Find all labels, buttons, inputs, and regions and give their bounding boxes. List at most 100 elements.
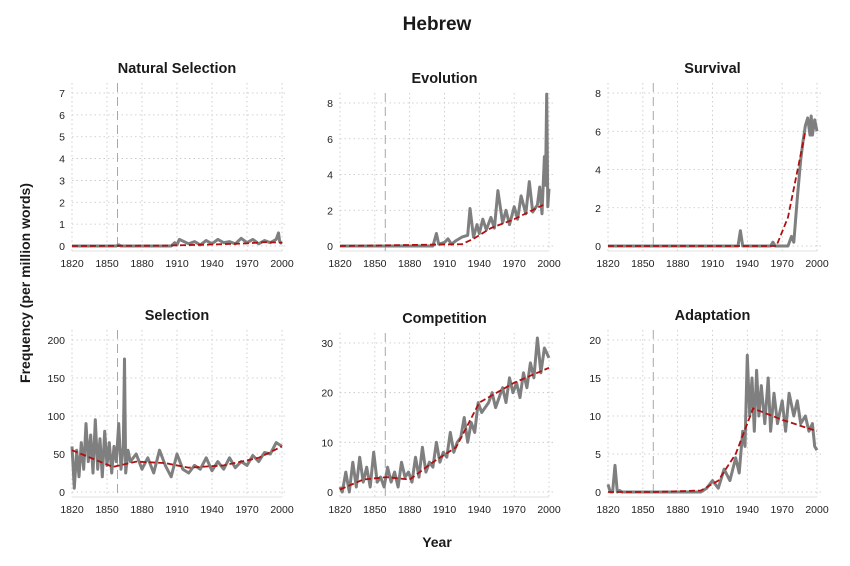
y-tick-label: 10 xyxy=(321,437,333,449)
y-tick-label: 6 xyxy=(59,110,65,122)
y-tick-label: 0 xyxy=(59,487,65,499)
x-tick-label: 1970 xyxy=(235,258,259,270)
y-tick-label: 30 xyxy=(321,338,333,350)
trend-line xyxy=(339,366,550,491)
x-tick-label: 1940 xyxy=(468,258,492,270)
x-tick-label: 1970 xyxy=(770,258,794,270)
x-tick-label: 1820 xyxy=(328,504,352,516)
y-tick-label: 50 xyxy=(53,449,65,461)
y-tick-label: 20 xyxy=(589,335,601,347)
y-tick-label: 20 xyxy=(321,388,333,400)
y-tick-label: 3 xyxy=(59,175,65,187)
y-tick-label: 0 xyxy=(327,487,333,499)
y-tick-label: 200 xyxy=(47,335,65,347)
x-axis-label: Year xyxy=(422,534,452,550)
x-tick-label: 1820 xyxy=(60,504,84,516)
y-tick-label: 0 xyxy=(595,241,601,253)
y-tick-label: 0 xyxy=(59,241,65,253)
frequency-line xyxy=(340,92,551,248)
y-tick-label: 15 xyxy=(589,373,601,385)
y-tick-label: 100 xyxy=(47,411,65,423)
y-tick-label: 8 xyxy=(595,88,601,100)
y-tick-label: 7 xyxy=(59,88,65,100)
trend-line xyxy=(71,241,283,247)
panel-title: Survival xyxy=(684,61,740,77)
x-tick-label: 1910 xyxy=(165,258,189,270)
chart-panel: Adaptation 1820 1850 1880 1910 1940 1970 2000 0 5… xyxy=(589,308,829,516)
x-tick-label: 1940 xyxy=(468,504,492,516)
chart-panel: Selection 1820 1850 1880 1910 1940 1970 2000 0 50… xyxy=(47,308,293,516)
x-tick-label: 1880 xyxy=(666,258,690,270)
frequency-line xyxy=(72,231,284,248)
y-tick-label: 5 xyxy=(595,449,601,461)
panel-title: Evolution xyxy=(411,71,477,87)
trend-line xyxy=(608,407,818,493)
x-tick-label: 2000 xyxy=(805,258,829,270)
y-tick-label: 6 xyxy=(327,134,333,146)
frequency-line xyxy=(338,336,551,494)
x-tick-label: 1850 xyxy=(363,258,387,270)
panel-title: Selection xyxy=(145,308,209,324)
x-tick-label: 1970 xyxy=(770,504,794,516)
x-tick-label: 1880 xyxy=(666,504,690,516)
y-tick-label: 10 xyxy=(589,411,601,423)
x-tick-label: 1940 xyxy=(736,258,760,270)
panel-title: Adaptation xyxy=(675,308,751,324)
y-tick-label: 2 xyxy=(327,205,333,217)
x-tick-label: 2000 xyxy=(537,258,561,270)
x-tick-label: 1970 xyxy=(502,258,526,270)
x-tick-label: 1820 xyxy=(596,258,620,270)
x-tick-label: 1820 xyxy=(596,504,620,516)
x-tick-label: 2000 xyxy=(270,504,294,516)
x-tick-label: 1850 xyxy=(363,504,387,516)
x-tick-label: 2000 xyxy=(805,504,829,516)
x-tick-label: 1880 xyxy=(130,258,154,270)
y-tick-label: 4 xyxy=(327,170,333,182)
trend-line xyxy=(608,131,807,247)
figure-title: Hebrew xyxy=(403,14,472,35)
x-tick-label: 1910 xyxy=(701,258,725,270)
y-tick-label: 4 xyxy=(59,154,65,166)
frequency-line xyxy=(608,114,819,248)
chart-panel: Natural Selection 1820 1850 1880 1910 1940 197… xyxy=(59,61,294,270)
x-tick-label: 1880 xyxy=(398,258,422,270)
x-tick-label: 2000 xyxy=(270,258,294,270)
x-tick-label: 1850 xyxy=(631,504,655,516)
chart-panel: Evolution 1820 1850 1880 1910 1940 1970 2000 0 2 4… xyxy=(327,71,561,270)
x-tick-label: 1880 xyxy=(398,504,422,516)
x-tick-label: 1850 xyxy=(95,504,119,516)
x-tick-label: 1940 xyxy=(200,504,224,516)
y-tick-label: 4 xyxy=(595,165,601,177)
x-tick-label: 1820 xyxy=(328,258,352,270)
panel-title: Natural Selection xyxy=(118,61,236,77)
x-tick-label: 1910 xyxy=(433,504,457,516)
y-tick-label: 2 xyxy=(595,203,601,215)
x-tick-label: 1940 xyxy=(736,504,760,516)
trend-line xyxy=(71,445,283,469)
x-tick-label: 1910 xyxy=(165,504,189,516)
x-tick-label: 1850 xyxy=(631,258,655,270)
x-tick-label: 1910 xyxy=(701,504,725,516)
y-tick-label: 2 xyxy=(59,197,65,209)
y-axis-label: Frequency (per million words) xyxy=(17,183,33,383)
x-tick-label: 1940 xyxy=(200,258,224,270)
y-tick-label: 1 xyxy=(59,219,65,231)
panel-title: Competition xyxy=(402,311,487,327)
y-tick-label: 0 xyxy=(595,487,601,499)
frequency-line xyxy=(70,357,283,490)
chart-panel: Survival 1820 1850 1880 1910 1940 1970 2000 0 2 4 6… xyxy=(595,61,829,270)
y-tick-label: 150 xyxy=(47,373,65,385)
x-tick-label: 1970 xyxy=(502,504,526,516)
x-tick-label: 1850 xyxy=(95,258,119,270)
y-tick-label: 0 xyxy=(327,241,333,253)
trend-line xyxy=(339,204,544,247)
frequency-line xyxy=(606,353,819,494)
x-tick-label: 1820 xyxy=(60,258,84,270)
chart-panel: Competition 1820 1850 1880 1910 1940 1970 2000 0… xyxy=(321,311,561,516)
x-tick-label: 1910 xyxy=(433,258,457,270)
x-tick-label: 1970 xyxy=(235,504,259,516)
y-tick-label: 6 xyxy=(595,126,601,138)
x-tick-label: 2000 xyxy=(537,504,561,516)
